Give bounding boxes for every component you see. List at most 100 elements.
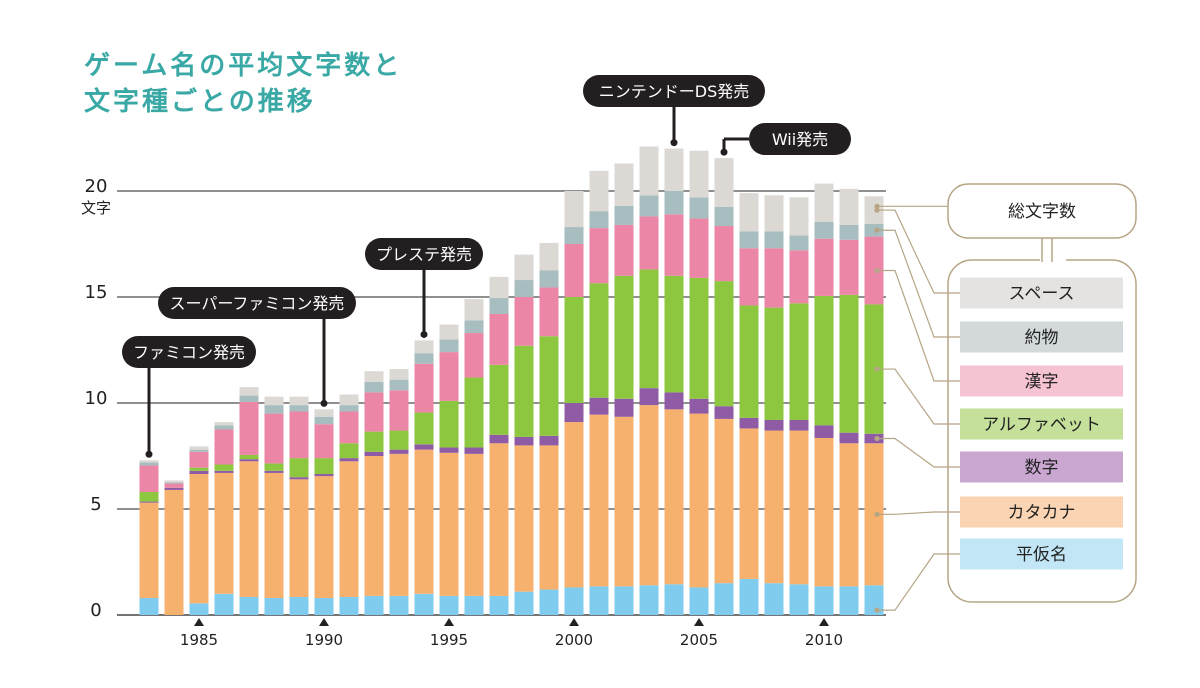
bar-segment-1990-s2 [314,474,334,477]
bar-segment-2009-s5 [789,235,809,251]
bar-segment-1996-s4 [464,333,484,378]
bar-segment-1991-s6 [339,394,359,406]
bar-segment-1997-s6 [489,276,509,299]
legend-label: スペース [1009,284,1075,304]
bar-segment-1984-s5 [164,482,184,484]
bar-segment-1994-s2 [414,444,434,450]
bar-segment-2009-s0 [789,584,809,615]
bar-segment-1999-s3 [539,336,559,436]
bar-segment-1997-s3 [489,364,509,435]
bar-segment-2006-s2 [714,406,734,419]
bar-segment-1996-s0 [464,595,484,615]
bar-segment-1985-s6 [189,446,209,450]
x-tick-marker-1990 [319,618,329,626]
bar-segment-1999-s6 [539,242,559,271]
bar-segment-2009-s4 [789,250,809,304]
bar-segment-1992-s0 [364,595,384,615]
bar-segment-2012-s6 [864,196,884,224]
bar-segment-1999-s2 [539,435,559,446]
event-callout-2006: Wii発売 [720,123,851,156]
bar-segment-1987-s5 [239,395,259,402]
bar-segment-2006-s3 [714,281,734,407]
legend-swatch [960,365,1123,397]
event-dot [320,399,328,407]
bar-segment-1986-s6 [214,422,234,426]
bar-segment-1988-s5 [264,405,284,414]
bar-segment-1991-s0 [339,596,359,615]
bar-segment-2006-s1 [714,418,734,584]
bar-segment-2005-s3 [689,277,709,399]
x-tick-label-1990: 1990 [305,631,343,649]
bar-segment-2001-s2 [589,397,609,415]
bar-segment-2012-s3 [864,304,884,434]
bar-segment-2002-s1 [614,416,634,587]
bar-segment-2004-s4 [664,214,684,276]
x-tick-marker-1995 [444,618,454,626]
bar-segment-2010-s2 [814,425,834,438]
bar-segment-1997-s2 [489,434,509,444]
bar-segment-1990-s0 [314,598,334,615]
bar-segment-1992-s3 [364,431,384,452]
legend-swatch [960,451,1123,483]
bar-segment-1993-s6 [389,369,409,380]
bar-segment-2011-s0 [839,586,859,615]
legend-item-2: 数字 [874,435,1123,483]
event-callout-1990: スーパーファミコン発売 [158,287,356,407]
bar-segment-1988-s2 [264,470,284,473]
bar-segment-1987-s4 [239,401,259,455]
bar-segment-1983-s2 [139,501,159,503]
bar-segment-1990-s3 [314,458,334,475]
bar-segment-1985-s0 [189,603,209,615]
bar-segment-2003-s1 [639,405,659,586]
bar-segment-2005-s6 [689,150,709,198]
bar-segment-1997-s1 [489,443,509,596]
bar-segment-1984-s1 [164,489,184,615]
event-label-bg [122,336,256,368]
bar-segment-1995-s4 [439,352,459,401]
event-dot [720,148,728,156]
bar-segment-2010-s0 [814,586,834,615]
event-dot [145,450,153,458]
chart-title-line-2: 文字種ごとの推移 [84,87,316,117]
bar-segment-2000-s2 [564,403,584,423]
bar-segment-2005-s5 [689,197,709,219]
bar-segment-1987-s0 [239,596,259,615]
bar-segment-2008-s4 [764,248,784,308]
bar-segment-1986-s0 [214,593,234,615]
bar-segment-1995-s3 [439,400,459,448]
bar-segment-2003-s5 [639,195,659,217]
bar-segment-2011-s2 [839,432,859,444]
bar-segment-1988-s3 [264,463,284,471]
bar-segment-1996-s6 [464,299,484,321]
legend-leader-line [877,229,960,338]
bar-segment-2007-s1 [739,428,759,579]
bar-segment-1999-s5 [539,270,559,288]
bar-segment-2012-s0 [864,585,884,615]
legend-swatch [960,496,1123,528]
legend-leader-line [877,511,960,515]
bar-segment-1984-s2 [164,487,184,490]
bar-segment-2005-s2 [689,398,709,414]
event-callout-2004: ニンテンドーDS発売 [583,75,765,147]
event-label-bg [365,238,483,270]
bar-segment-2008-s1 [764,430,784,584]
legend-label: 漢字 [1025,372,1059,392]
y-tick-label-20: 20 [85,176,108,197]
bar-segment-2010-s4 [814,238,834,296]
bar-segment-2001-s1 [589,414,609,587]
bar-segment-2011-s4 [839,239,859,295]
bar-segment-1994-s4 [414,363,434,413]
bar-segment-1991-s1 [339,461,359,597]
event-dot [420,330,428,338]
bar-segment-1999-s1 [539,445,559,590]
bar-segment-2010-s3 [814,295,834,426]
bar-segment-1994-s5 [414,353,434,364]
bar-segment-1991-s3 [339,443,359,459]
bar-series [139,146,884,615]
bar-segment-2000-s4 [564,244,584,297]
bar-segment-2001-s6 [589,170,609,212]
bar-segment-2009-s6 [789,197,809,236]
event-callout-1983: ファミコン発売 [122,336,256,458]
bar-segment-2007-s4 [739,248,759,306]
legend-leader-line [877,553,960,611]
